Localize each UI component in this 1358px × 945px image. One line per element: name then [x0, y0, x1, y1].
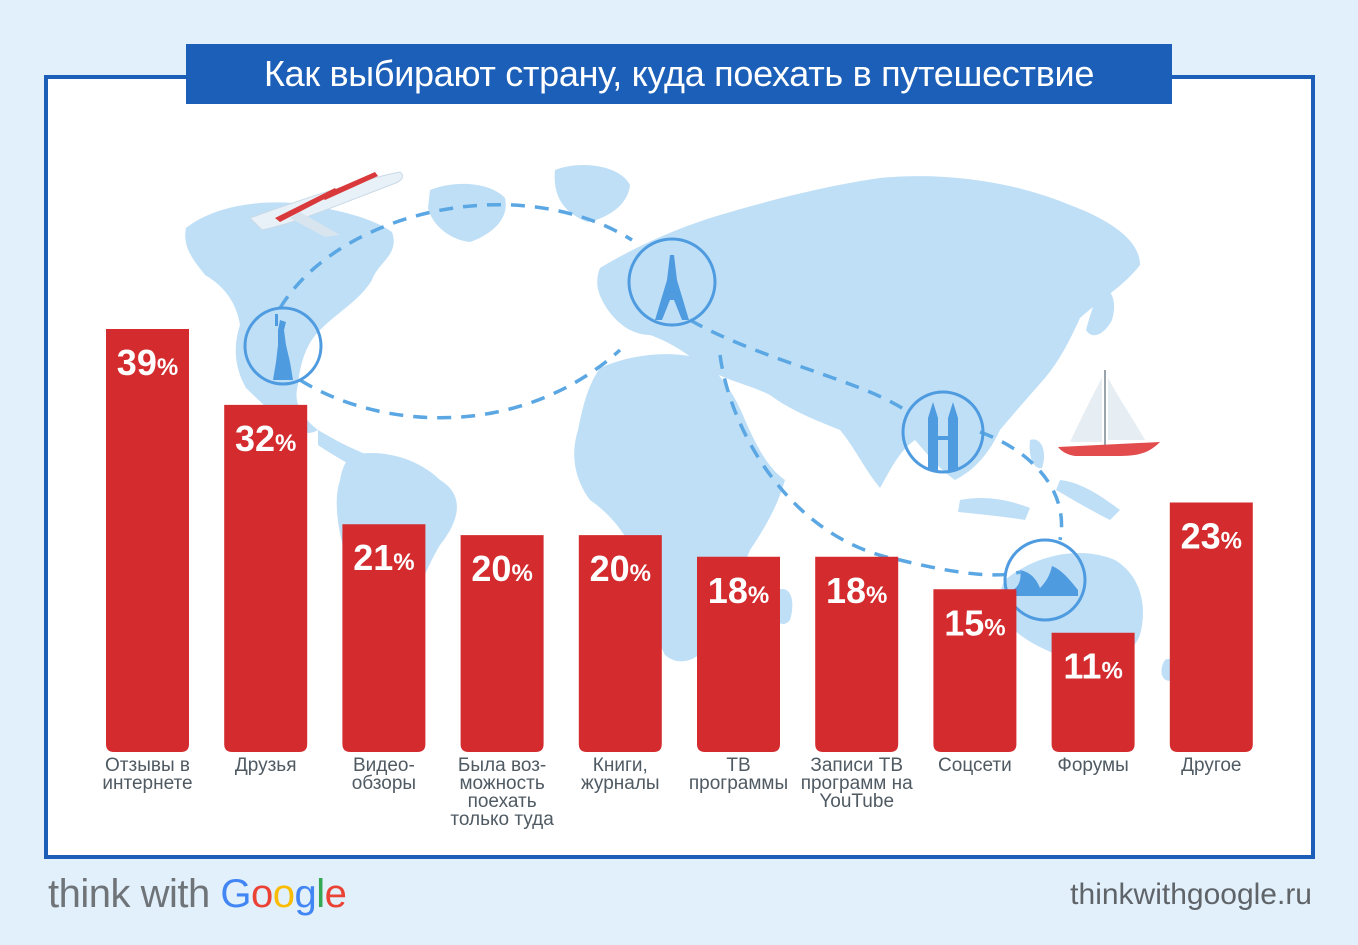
google-letter: G — [220, 872, 251, 916]
bar — [342, 524, 426, 752]
category-label: Форумы — [1057, 755, 1129, 776]
category-label: Другое — [1181, 755, 1242, 776]
eiffel-tower-icon — [627, 237, 717, 327]
airplane-icon — [249, 171, 404, 237]
world-map — [185, 165, 1177, 705]
brand-logo: think with Google — [48, 872, 347, 917]
bar-value-label: 21% — [353, 537, 414, 578]
google-letter: g — [294, 872, 317, 916]
bar — [578, 535, 662, 752]
bar — [697, 556, 780, 752]
bar-value-label: 20% — [471, 548, 532, 589]
category-label: Была воз-можность поехать только туда — [450, 755, 554, 830]
category-label: Записи ТВ программ на YouTube — [800, 755, 913, 812]
sydney-opera-house-icon — [1003, 538, 1087, 622]
google-letter: l — [316, 872, 325, 916]
bar-value-label: 18% — [708, 570, 769, 611]
bar — [815, 556, 899, 752]
brand-prefix: think with — [48, 872, 210, 916]
bar — [106, 329, 189, 752]
page-title: Как выбирают страну, куда поехать в путе… — [186, 44, 1172, 104]
category-label: Соцсети — [938, 755, 1012, 776]
bar — [1169, 502, 1253, 752]
category-label: ТВ программы — [688, 755, 789, 794]
bar — [1051, 632, 1135, 752]
bar-value-label: 20% — [590, 548, 651, 589]
site-url: thinkwithgoogle.ru — [1070, 878, 1312, 911]
google-letter: o — [272, 872, 295, 916]
petronas-towers-icon — [901, 390, 985, 474]
category-label: Друзья — [234, 755, 297, 776]
travel-routes — [278, 202, 1064, 577]
category-label: Видео-обзоры — [351, 755, 417, 794]
bar-value-label: 23% — [1181, 516, 1242, 557]
category-label: Отзывы в интернете — [102, 755, 193, 794]
bar — [933, 589, 1017, 752]
bars: 39% 32% 21% 20% 20% 18% 18% 15% 11% 23% — [106, 329, 1253, 752]
bar-value-label: 11% — [1063, 646, 1122, 687]
google-letter: e — [324, 872, 347, 916]
bar — [460, 535, 544, 752]
bar-value-label: 32% — [235, 418, 296, 459]
bar-value-label: 39% — [117, 342, 178, 383]
bar — [224, 404, 308, 752]
sailboat-icon — [1058, 370, 1160, 456]
bar-value-label: 15% — [944, 602, 1005, 643]
google-letter: o — [251, 872, 273, 916]
category-label: Книги, журналы — [581, 755, 660, 794]
bar-value-label: 18% — [826, 570, 887, 611]
google-wordmark: Google — [220, 872, 347, 916]
statue-of-liberty-icon — [243, 306, 323, 386]
